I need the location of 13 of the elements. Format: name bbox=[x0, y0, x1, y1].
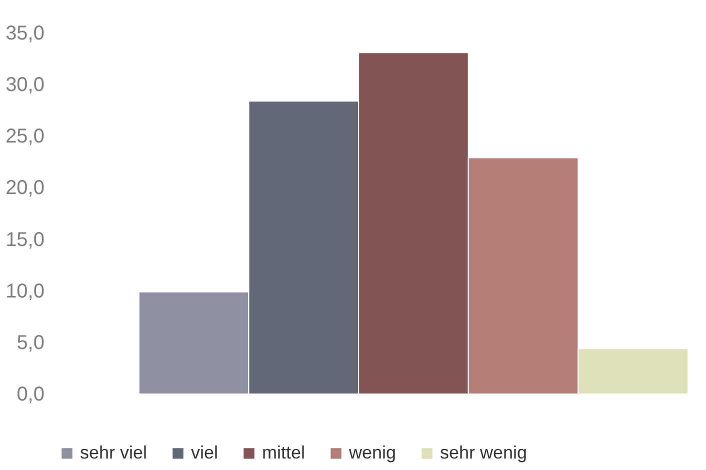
y-tick-label: 35,0 bbox=[6, 22, 44, 44]
legend-label: viel bbox=[191, 442, 218, 462]
y-tick-label: 5,0 bbox=[16, 332, 44, 354]
legend-label: mittel bbox=[262, 442, 306, 462]
y-tick-label: 25,0 bbox=[6, 126, 44, 148]
y-tick-label: 10,0 bbox=[6, 280, 44, 302]
y-tick-label: 15,0 bbox=[6, 228, 44, 251]
y-tick-label: 0,0 bbox=[16, 384, 44, 406]
legend-label: sehr wenig bbox=[440, 442, 528, 462]
y-tick-label: 30,0 bbox=[6, 74, 44, 96]
legend-label: wenig bbox=[348, 442, 396, 462]
y-tick-label: 20,0 bbox=[6, 177, 44, 200]
legend-label: sehr viel bbox=[80, 442, 148, 462]
